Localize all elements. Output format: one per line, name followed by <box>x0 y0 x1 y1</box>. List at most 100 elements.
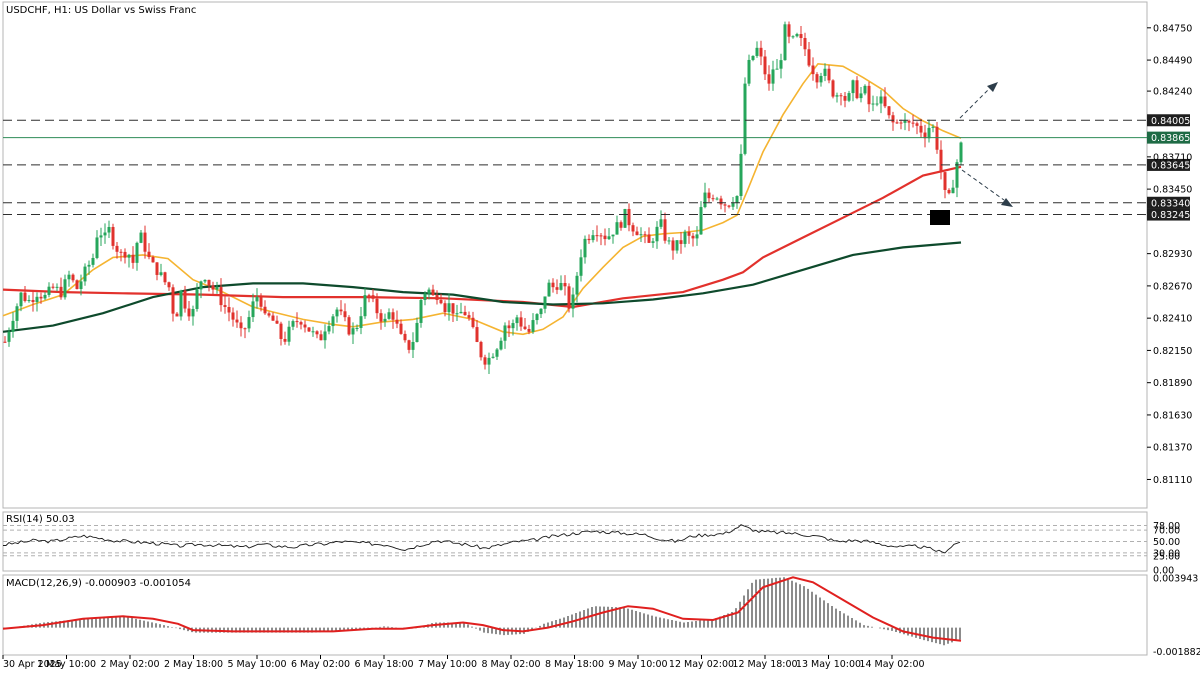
candle-body <box>291 321 295 327</box>
candle-body <box>347 317 351 335</box>
candle-body <box>271 315 275 321</box>
candle-body <box>707 192 711 199</box>
time-tick-label: 2 May 18:00 <box>164 659 223 670</box>
up-arrow-head <box>987 82 998 92</box>
up-arrow-line <box>959 87 991 119</box>
candle-body <box>711 198 715 200</box>
candle-body <box>879 96 883 104</box>
candle-body <box>491 356 495 358</box>
candle-body <box>891 115 895 123</box>
time-tick-label: 5 May 10:00 <box>227 659 286 670</box>
candle-body <box>187 308 191 317</box>
candle-body <box>39 296 43 299</box>
rsi-tick-label: 25.00 <box>1153 551 1180 562</box>
candle-body <box>827 68 831 81</box>
level-label: 0.83245 <box>1151 210 1190 221</box>
candle-body <box>935 126 939 150</box>
candle-body <box>571 294 575 309</box>
macd-tick-label: -0.001882 <box>1153 647 1200 658</box>
candle-body <box>887 106 891 116</box>
price-tick-label: 0.81630 <box>1153 410 1192 421</box>
candle-body <box>67 274 71 280</box>
candle-body <box>447 303 451 313</box>
candle-body <box>871 103 875 105</box>
candle-body <box>951 187 955 194</box>
candle-body <box>103 232 107 236</box>
candle-body <box>735 196 739 203</box>
candle-body <box>295 321 299 323</box>
candle-body <box>835 95 839 97</box>
candle-body <box>651 241 655 243</box>
macd-tick-label: 0.003943 <box>1153 573 1198 584</box>
candle-body <box>223 305 227 308</box>
candlesticks <box>3 21 963 374</box>
candle-body <box>771 69 775 84</box>
candle-body <box>439 299 443 304</box>
candle-body <box>435 295 439 300</box>
candle-body <box>427 289 431 294</box>
candle-body <box>615 222 619 235</box>
candle-body <box>243 328 247 330</box>
candle-body <box>495 349 499 357</box>
candle-body <box>23 292 27 301</box>
rsi-tick-label: 50.00 <box>1153 537 1180 548</box>
candle-body <box>727 205 731 207</box>
candle-body <box>43 294 47 299</box>
candle-body <box>35 296 39 303</box>
time-tick-label: 1 May 10:00 <box>37 659 96 670</box>
candle-body <box>147 251 151 258</box>
time-tick-label: 8 May 02:00 <box>481 659 540 670</box>
candle-body <box>551 282 555 288</box>
candle-body <box>579 257 583 276</box>
candle-body <box>379 313 383 322</box>
candle-body <box>95 237 99 258</box>
candle-body <box>395 319 399 324</box>
candle-body <box>563 282 567 287</box>
candle-body <box>943 172 947 190</box>
candle-body <box>503 325 507 341</box>
candle-body <box>847 93 851 101</box>
candle-body <box>355 327 359 329</box>
candle-body <box>231 312 235 320</box>
candle-body <box>875 103 879 105</box>
candle-body <box>859 93 863 99</box>
candle-body <box>203 279 207 282</box>
level-label: 0.83865 <box>1151 133 1190 144</box>
time-tick-label: 8 May 18:00 <box>545 659 604 670</box>
level-label-bg <box>1147 208 1190 221</box>
candle-body <box>91 257 95 265</box>
candle-body <box>315 331 319 335</box>
candle-body <box>583 238 587 258</box>
candle-body <box>567 286 571 309</box>
level-label-bg <box>1147 131 1190 144</box>
candle-body <box>247 317 251 329</box>
candle-body <box>863 85 867 94</box>
time-tick-label: 30 Apr 2025 <box>3 659 62 670</box>
candle-body <box>855 80 859 99</box>
rsi-tick-label: 30.00 <box>1153 548 1180 559</box>
candle-body <box>911 122 915 124</box>
candle-body <box>323 331 327 341</box>
candle-body <box>59 286 63 298</box>
candle-body <box>331 316 335 327</box>
candle-body <box>739 153 743 197</box>
candle-body <box>131 254 135 263</box>
level-label-bg <box>1147 114 1190 127</box>
candle-body <box>163 272 167 283</box>
candle-body <box>467 315 471 318</box>
candle-body <box>655 226 659 242</box>
price-tick-label: 0.83450 <box>1153 185 1192 196</box>
level-label-bg <box>1147 196 1190 209</box>
candle-body <box>415 322 419 342</box>
candle-body <box>207 279 211 286</box>
time-tick-label: 9 May 10:00 <box>608 659 667 670</box>
candle-body <box>607 236 611 240</box>
candle-body <box>111 226 115 246</box>
time-tick-label: 12 May 02:00 <box>669 659 734 670</box>
candle-body <box>443 303 447 313</box>
candle-body <box>703 192 707 208</box>
candle-body <box>819 75 823 83</box>
candle-body <box>867 85 871 105</box>
price-tick-label: 0.84750 <box>1153 23 1192 34</box>
